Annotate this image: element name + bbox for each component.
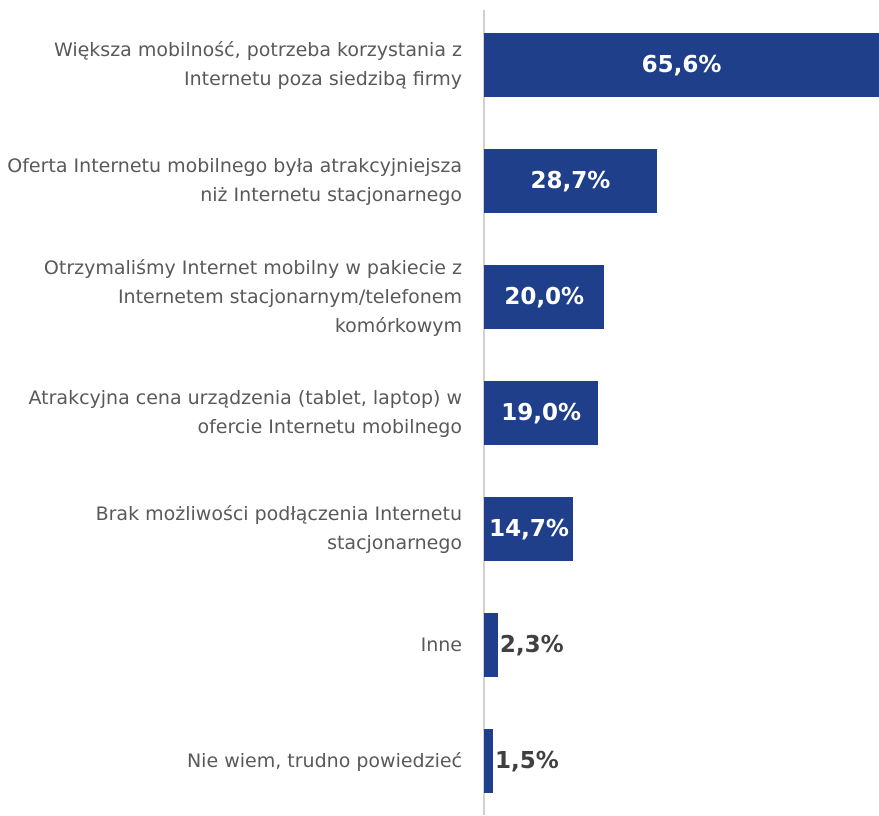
value-label: 2,3% — [499, 632, 564, 658]
bar — [484, 497, 573, 561]
bar — [484, 381, 599, 445]
category-label: Większa mobilność, potrzeba korzystania … — [53, 39, 462, 90]
value-label: 1,5% — [495, 748, 559, 774]
value-label: 14,7% — [489, 516, 569, 542]
bar — [484, 265, 605, 329]
category-label: Inne — [420, 633, 462, 656]
bar — [484, 613, 498, 677]
category-label: Nie wiem, trudno powiedzieć — [186, 749, 462, 772]
bar — [484, 149, 657, 213]
bar — [484, 729, 494, 793]
bar — [484, 33, 879, 97]
category-label: Brak możliwości podłączenia Internetu st… — [95, 503, 462, 554]
category-label: Atrakcyjna cena urządzenia (tablet, lapt… — [28, 387, 463, 438]
category-label: Oferta Internetu mobilnego była atrakcyj… — [7, 155, 462, 206]
value-label: 28,7% — [530, 168, 611, 194]
value-label: 19,0% — [501, 400, 582, 426]
value-label: 20,0% — [504, 284, 585, 310]
category-label: Otrzymaliśmy Internet mobilny w pakiecie… — [43, 256, 462, 337]
value-label: 65,6% — [641, 52, 722, 78]
